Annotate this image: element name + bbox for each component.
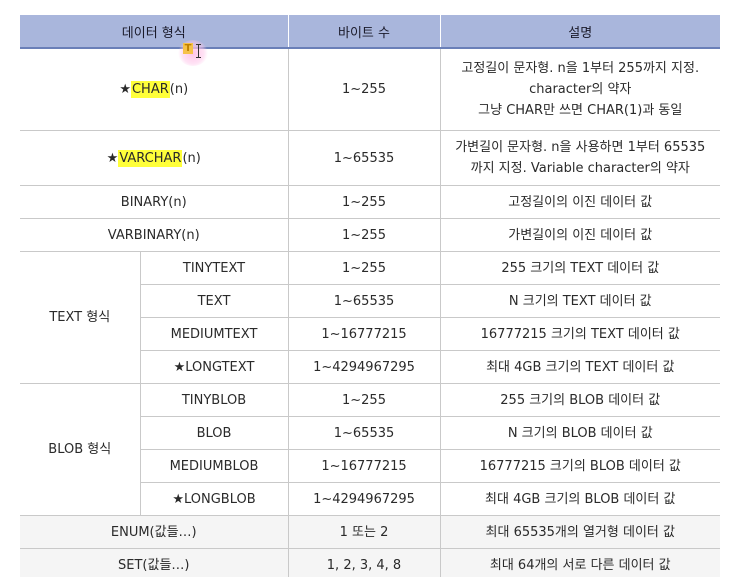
row-set: SET(값들…) 1, 2, 3, 4, 8 최대 64개의 서로 다른 데이터…: [20, 548, 720, 577]
cell-type: MEDIUMTEXT: [140, 317, 289, 351]
cell-type: ★LONGTEXT: [140, 350, 289, 384]
desc-line: 가변길이 문자형. n을 사용하면 1부터 65535: [455, 140, 706, 155]
cell-type-enum: ENUM(값들…): [20, 515, 289, 549]
cell-desc: N 크기의 BLOB 데이터 값: [440, 416, 720, 450]
table-row: TEXT 1~65535 N 크기의 TEXT 데이터 값: [20, 284, 720, 318]
row-binary: BINARY(n) 1~255 고정길이의 이진 데이터 값: [20, 185, 720, 219]
group-label-text: TEXT 형식: [20, 251, 141, 384]
table-row: MEDIUMBLOB 1~16777215 16777215 크기의 BLOB …: [20, 449, 720, 483]
cell-bytes: 1~16777215: [288, 317, 441, 351]
cell-bytes: 1~16777215: [288, 449, 441, 483]
table-row: MEDIUMTEXT 1~16777215 16777215 크기의 TEXT …: [20, 317, 720, 351]
row-enum: ENUM(값들…) 1 또는 2 최대 65535개의 열거형 데이터 값: [20, 515, 720, 549]
cell-desc: 최대 4GB 크기의 BLOB 데이터 값: [440, 482, 720, 516]
cell-type: TINYTEXT: [140, 251, 289, 285]
cell-bytes: 1~4294967295: [288, 350, 441, 384]
header-row: 데이터 형식 바이트 수 설명: [20, 15, 720, 49]
cell-desc-varbinary: 가변길이의 이진 데이터 값: [440, 218, 720, 252]
cell-type-varbinary: VARBINARY(n): [20, 218, 289, 252]
cell-desc: 16777215 크기의 TEXT 데이터 값: [440, 317, 720, 351]
cell-bytes-enum: 1 또는 2: [288, 515, 441, 549]
table-row: ★LONGTEXT 1~4294967295 최대 4GB 크기의 TEXT 데…: [20, 350, 720, 384]
desc-line: 그냥 CHAR만 쓰면 CHAR(1)과 동일: [478, 103, 683, 118]
ibeam-cursor-icon: [196, 44, 201, 58]
cell-desc: N 크기의 TEXT 데이터 값: [440, 284, 720, 318]
data-type-table: 데이터 형식 바이트 수 설명 ★CHAR(n) 1~255 고정길이 문자형.…: [20, 15, 720, 577]
cell-type-set: SET(값들…): [20, 548, 289, 577]
cell-desc-char: 고정길이 문자형. n을 1부터 255까지 지정. character의 약자…: [440, 48, 720, 131]
desc-line: 고정길이 문자형. n을 1부터 255까지 지정.: [461, 61, 700, 76]
cell-type-char: ★CHAR(n): [20, 48, 289, 131]
text-tool-icon: T: [183, 43, 193, 54]
header-bytes: 바이트 수: [288, 15, 441, 49]
cell-type-binary: BINARY(n): [20, 185, 289, 219]
cell-desc-set: 최대 64개의 서로 다른 데이터 값: [440, 548, 720, 577]
star-icon: ★: [119, 82, 131, 97]
cell-bytes: 1~65535: [288, 416, 441, 450]
cell-type: MEDIUMBLOB: [140, 449, 289, 483]
cell-bytes: 1~65535: [288, 284, 441, 318]
cell-type: TINYBLOB: [140, 383, 289, 417]
cell-bytes-varbinary: 1~255: [288, 218, 441, 252]
cell-type: BLOB: [140, 416, 289, 450]
cell-desc: 16777215 크기의 BLOB 데이터 값: [440, 449, 720, 483]
cell-bytes-char: 1~255: [288, 48, 441, 131]
cell-bytes-varchar: 1~65535: [288, 130, 441, 186]
cell-desc-binary: 고정길이의 이진 데이터 값: [440, 185, 720, 219]
row-char: ★CHAR(n) 1~255 고정길이 문자형. n을 1부터 255까지 지정…: [20, 48, 720, 131]
varchar-suffix: (n): [182, 150, 201, 166]
cell-bytes: 1~4294967295: [288, 482, 441, 516]
cell-type-varchar: ★VARCHAR(n): [20, 130, 289, 186]
cell-desc-enum: 최대 65535개의 열거형 데이터 값: [440, 515, 720, 549]
star-icon: ★: [106, 150, 119, 166]
cell-desc: 최대 4GB 크기의 TEXT 데이터 값: [440, 350, 720, 384]
table-row: ★LONGBLOB 1~4294967295 최대 4GB 크기의 BLOB 데…: [20, 482, 720, 516]
header-data-type: 데이터 형식: [20, 15, 289, 49]
table-row: BLOB 형식 TINYBLOB 1~255 255 크기의 BLOB 데이터 …: [20, 383, 720, 516]
cell-bytes-binary: 1~255: [288, 185, 441, 219]
header-description: 설명: [440, 15, 720, 49]
highlighted-char: CHAR: [130, 81, 170, 98]
row-varchar: ★VARCHAR(n) 1~65535 가변길이 문자형. n을 사용하면 1부…: [20, 130, 720, 186]
group-label-blob: BLOB 형식: [20, 383, 141, 516]
table-row: TEXT 형식 TINYTEXT 1~255 255 크기의 TEXT 데이터 …: [20, 251, 720, 384]
row-varbinary: VARBINARY(n) 1~255 가변길이의 이진 데이터 값: [20, 218, 720, 252]
desc-line: 까지 지정. Variable character의 약자: [470, 161, 690, 176]
cell-desc-varchar: 가변길이 문자형. n을 사용하면 1부터 65535 까지 지정. Varia…: [440, 130, 720, 186]
desc-line: character의 약자: [529, 82, 632, 97]
cell-desc: 255 크기의 TEXT 데이터 값: [440, 251, 720, 285]
cell-desc: 255 크기의 BLOB 데이터 값: [440, 383, 720, 417]
cell-type: TEXT: [140, 284, 289, 318]
highlighted-varchar: VARCHAR: [118, 149, 183, 167]
cell-bytes-set: 1, 2, 3, 4, 8: [288, 548, 441, 577]
char-suffix: (n): [169, 82, 189, 97]
cell-bytes: 1~255: [288, 251, 441, 285]
cell-type: ★LONGBLOB: [140, 482, 289, 516]
table-row: BLOB 1~65535 N 크기의 BLOB 데이터 값: [20, 416, 720, 450]
cell-bytes: 1~255: [288, 383, 441, 417]
